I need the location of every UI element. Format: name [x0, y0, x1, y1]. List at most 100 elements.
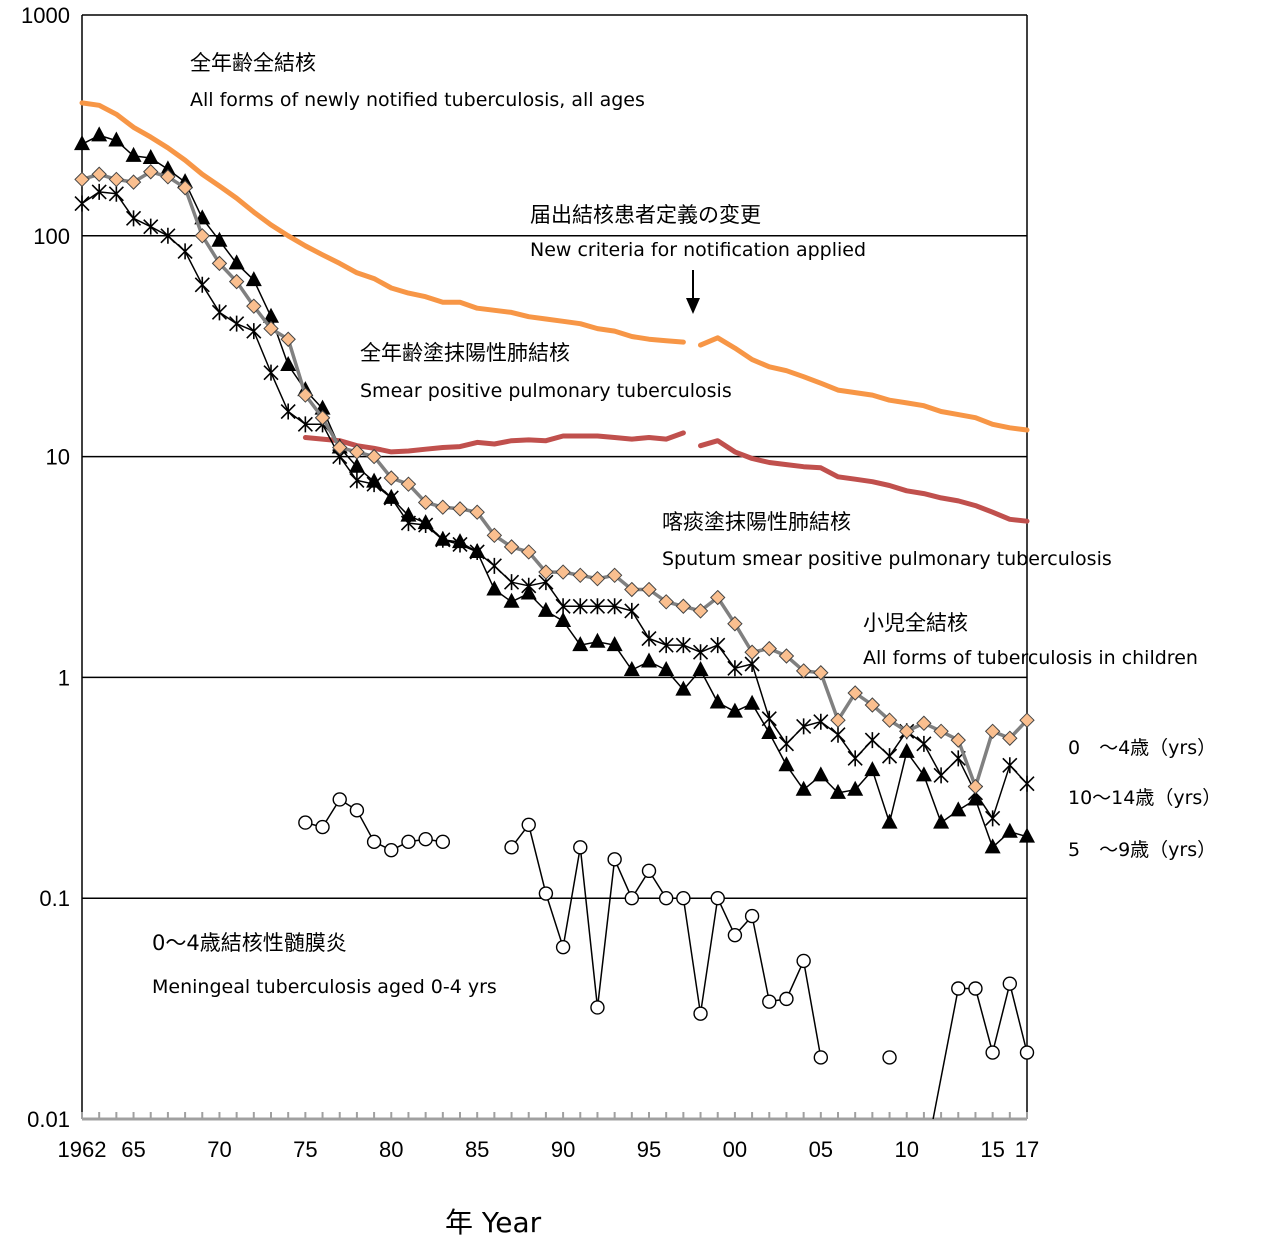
data-point — [933, 767, 949, 784]
x-tick-label: 15 — [980, 1137, 1004, 1162]
data-point — [538, 886, 554, 901]
data-point — [142, 149, 159, 165]
data-point — [830, 712, 846, 728]
data-point — [795, 663, 812, 679]
data-point — [778, 756, 795, 772]
data-point — [1002, 976, 1018, 991]
series-age10_14 — [74, 183, 1035, 827]
data-point — [658, 661, 675, 677]
data-point — [727, 660, 743, 677]
data-point — [624, 581, 640, 598]
y-tick-label: 1 — [58, 665, 70, 690]
data-point — [435, 834, 451, 850]
data-point — [795, 780, 812, 796]
data-point — [486, 580, 503, 596]
data-point — [246, 323, 262, 340]
series-line-meningeal — [932, 988, 960, 1120]
data-point — [194, 228, 210, 244]
data-point — [778, 648, 795, 664]
series-age0_4 — [74, 164, 1035, 795]
y-tick-label: 0.01 — [27, 1107, 70, 1132]
data-point — [692, 661, 709, 677]
data-point — [160, 227, 176, 244]
data-point — [761, 640, 777, 657]
data-point — [228, 273, 245, 290]
annotation-children-ja: 小児全結核 — [863, 611, 968, 635]
data-point — [864, 761, 881, 777]
x-tick-label: 1962 — [58, 1137, 107, 1162]
x-axis-title: 年 Year — [445, 1206, 542, 1239]
data-point — [727, 616, 743, 632]
data-point — [297, 387, 314, 403]
data-point — [916, 715, 932, 731]
data-point — [950, 801, 967, 817]
data-point — [315, 819, 330, 835]
data-point — [916, 735, 932, 752]
data-point — [675, 680, 692, 696]
data-point — [486, 527, 503, 544]
data-point — [761, 724, 778, 740]
data-point — [847, 780, 864, 796]
data-point — [125, 174, 142, 190]
data-point — [538, 564, 554, 580]
data-point — [177, 243, 193, 260]
data-point — [332, 792, 347, 807]
data-point — [813, 713, 829, 730]
data-point — [263, 320, 279, 337]
data-point — [830, 783, 846, 799]
data-point — [623, 661, 640, 677]
data-point — [710, 637, 726, 654]
data-point — [280, 355, 297, 371]
x-tick-label: 90 — [551, 1137, 575, 1162]
data-point — [503, 539, 520, 555]
data-point — [813, 665, 829, 681]
data-series — [74, 100, 1035, 1120]
data-point — [984, 723, 1001, 740]
annotation-sputum-ja: 喀痰塗抹陽性肺結核 — [662, 510, 851, 534]
data-point — [520, 584, 537, 600]
series-all_forms — [79, 100, 1030, 433]
data-point — [555, 564, 571, 580]
data-point — [985, 1045, 1000, 1060]
data-point — [658, 891, 674, 906]
data-point — [675, 637, 691, 654]
data-point — [91, 126, 108, 142]
annotation-criteria-en: New criteria for notification applied — [530, 239, 866, 261]
data-point — [624, 602, 640, 619]
data-point — [572, 567, 588, 584]
annotation-meningeal-en: Meningeal tuberculosis aged 0-4 yrs — [152, 976, 497, 998]
data-point — [744, 908, 760, 924]
data-point — [675, 598, 692, 614]
data-point — [108, 171, 125, 188]
data-point — [263, 307, 279, 323]
data-point — [366, 472, 383, 488]
data-point — [503, 592, 520, 608]
data-point — [847, 750, 863, 767]
data-point — [486, 557, 502, 574]
data-point — [298, 815, 313, 830]
data-point — [676, 891, 691, 906]
data-point — [177, 180, 193, 196]
data-point — [967, 778, 984, 795]
data-point — [951, 981, 966, 996]
x-tick-label: 75 — [293, 1137, 317, 1162]
data-point — [503, 574, 520, 591]
data-point — [74, 195, 90, 212]
data-point — [779, 991, 794, 1007]
data-point — [349, 444, 365, 460]
data-point — [1001, 822, 1018, 838]
y-tick-label: 10 — [46, 445, 70, 470]
data-point — [641, 581, 657, 598]
data-point — [572, 598, 588, 615]
data-point — [692, 603, 709, 619]
data-point — [555, 612, 572, 628]
data-point — [349, 803, 365, 818]
data-point — [349, 472, 365, 489]
annotation-smear-ja: 全年齢塗抹陽性肺結核 — [360, 341, 570, 365]
data-point — [950, 732, 966, 748]
data-point — [589, 632, 606, 648]
x-tick-label: 00 — [723, 1137, 747, 1162]
x-tick-label: 10 — [894, 1137, 918, 1162]
x-tick-label: 85 — [465, 1137, 489, 1162]
x-tick-label: 17 — [1015, 1137, 1039, 1162]
